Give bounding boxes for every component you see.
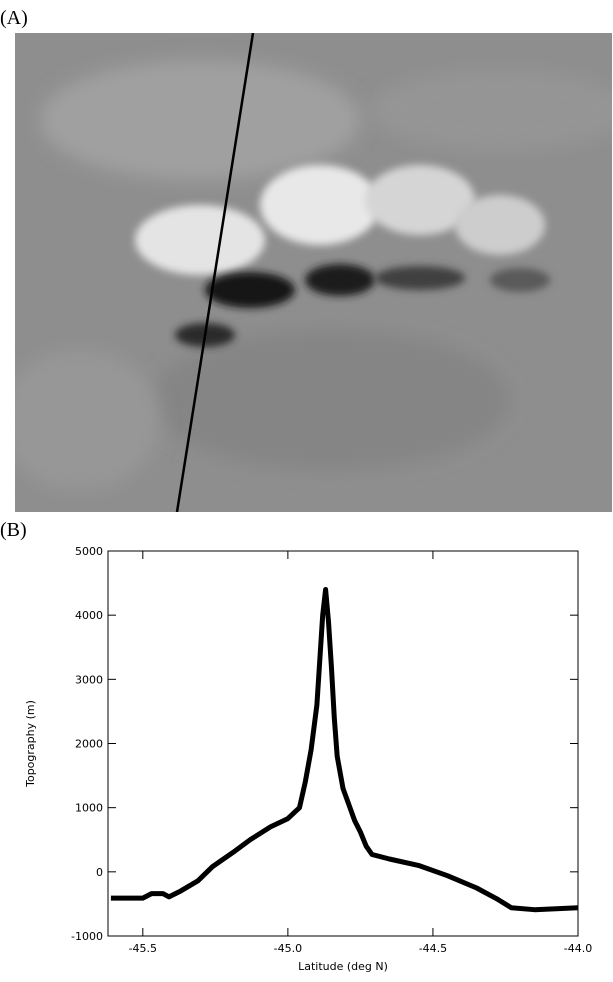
y-tick-label: 1000	[75, 802, 103, 815]
x-tick-label: -45.5	[129, 942, 157, 955]
y-tick-label: 3000	[75, 673, 103, 686]
panel-label: (B)	[0, 519, 27, 541]
y-tick-label: 4000	[75, 609, 103, 622]
x-tick-label: -44.5	[419, 942, 447, 955]
plot: -1000 0 1000 2000 3000 4000 5000 -45.5 -45.0 -44.…	[24, 545, 592, 973]
plot-frame	[107, 550, 579, 937]
y-axis-label: Topography (m)	[24, 700, 37, 788]
y-tick-label: 0	[96, 866, 103, 879]
y-tick-label: 5000	[75, 545, 103, 558]
y-tick-label: 2000	[75, 738, 103, 751]
x-tick-label: -44.0	[564, 942, 592, 955]
y-tick-label: -1000	[71, 930, 103, 943]
terrain-image	[15, 33, 612, 512]
line-series	[110, 587, 579, 913]
x-tick-label: -45.0	[274, 942, 302, 955]
panel-label: (A)	[0, 7, 28, 29]
x-axis-label: Latitude (deg N)	[298, 960, 388, 973]
